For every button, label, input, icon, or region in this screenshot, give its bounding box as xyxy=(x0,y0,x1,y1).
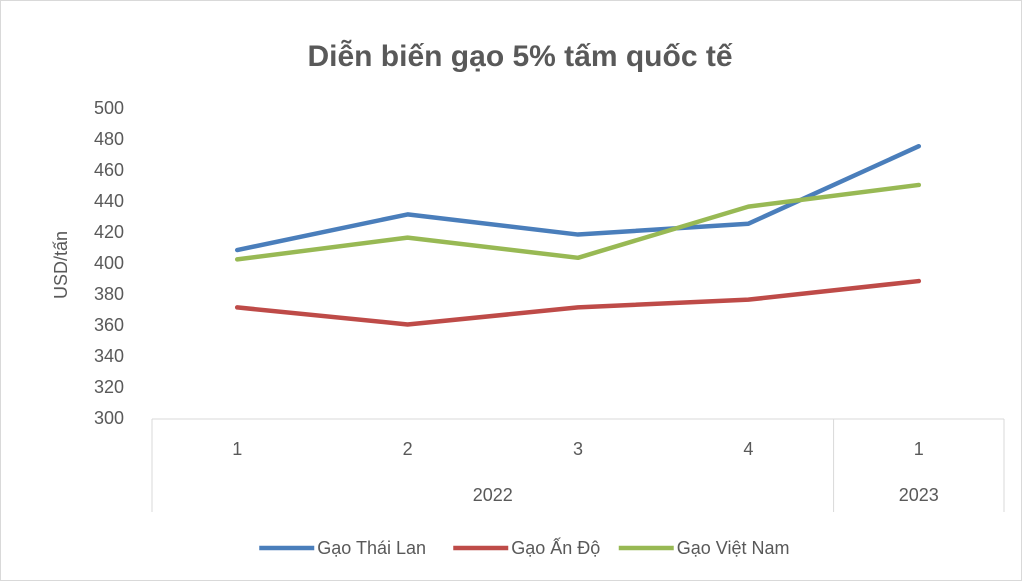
y-tick-label: 420 xyxy=(94,222,124,242)
x-tick-label: 4 xyxy=(743,439,753,459)
legend-label: Gạo Thái Lan xyxy=(317,538,426,558)
y-tick-label: 320 xyxy=(94,377,124,397)
group-label: 2023 xyxy=(899,485,939,505)
chart-title: Diễn biến gạo 5% tấm quốc tế xyxy=(307,39,732,73)
series-line xyxy=(234,278,922,327)
y-axis-label: USD/tấn xyxy=(51,231,71,299)
y-tick-label: 400 xyxy=(94,253,124,273)
y-tick-label: 360 xyxy=(94,315,124,335)
x-tick-label: 1 xyxy=(914,439,924,459)
y-tick-label: 380 xyxy=(94,284,124,304)
y-tick-label: 460 xyxy=(94,160,124,180)
y-tick-label: 440 xyxy=(94,191,124,211)
x-tick-label: 2 xyxy=(403,439,413,459)
legend-label: Gạo Việt Nam xyxy=(677,538,790,558)
legend-label: Gạo Ấn Độ xyxy=(511,537,600,558)
y-tick-label: 500 xyxy=(94,98,124,118)
x-tick-label: 3 xyxy=(573,439,583,459)
y-tick-label: 300 xyxy=(94,408,124,428)
x-tick-label: 1 xyxy=(232,439,242,459)
y-tick-label: 480 xyxy=(94,129,124,149)
series-line xyxy=(234,182,922,262)
y-tick-label: 340 xyxy=(94,346,124,366)
group-label: 2022 xyxy=(473,485,513,505)
